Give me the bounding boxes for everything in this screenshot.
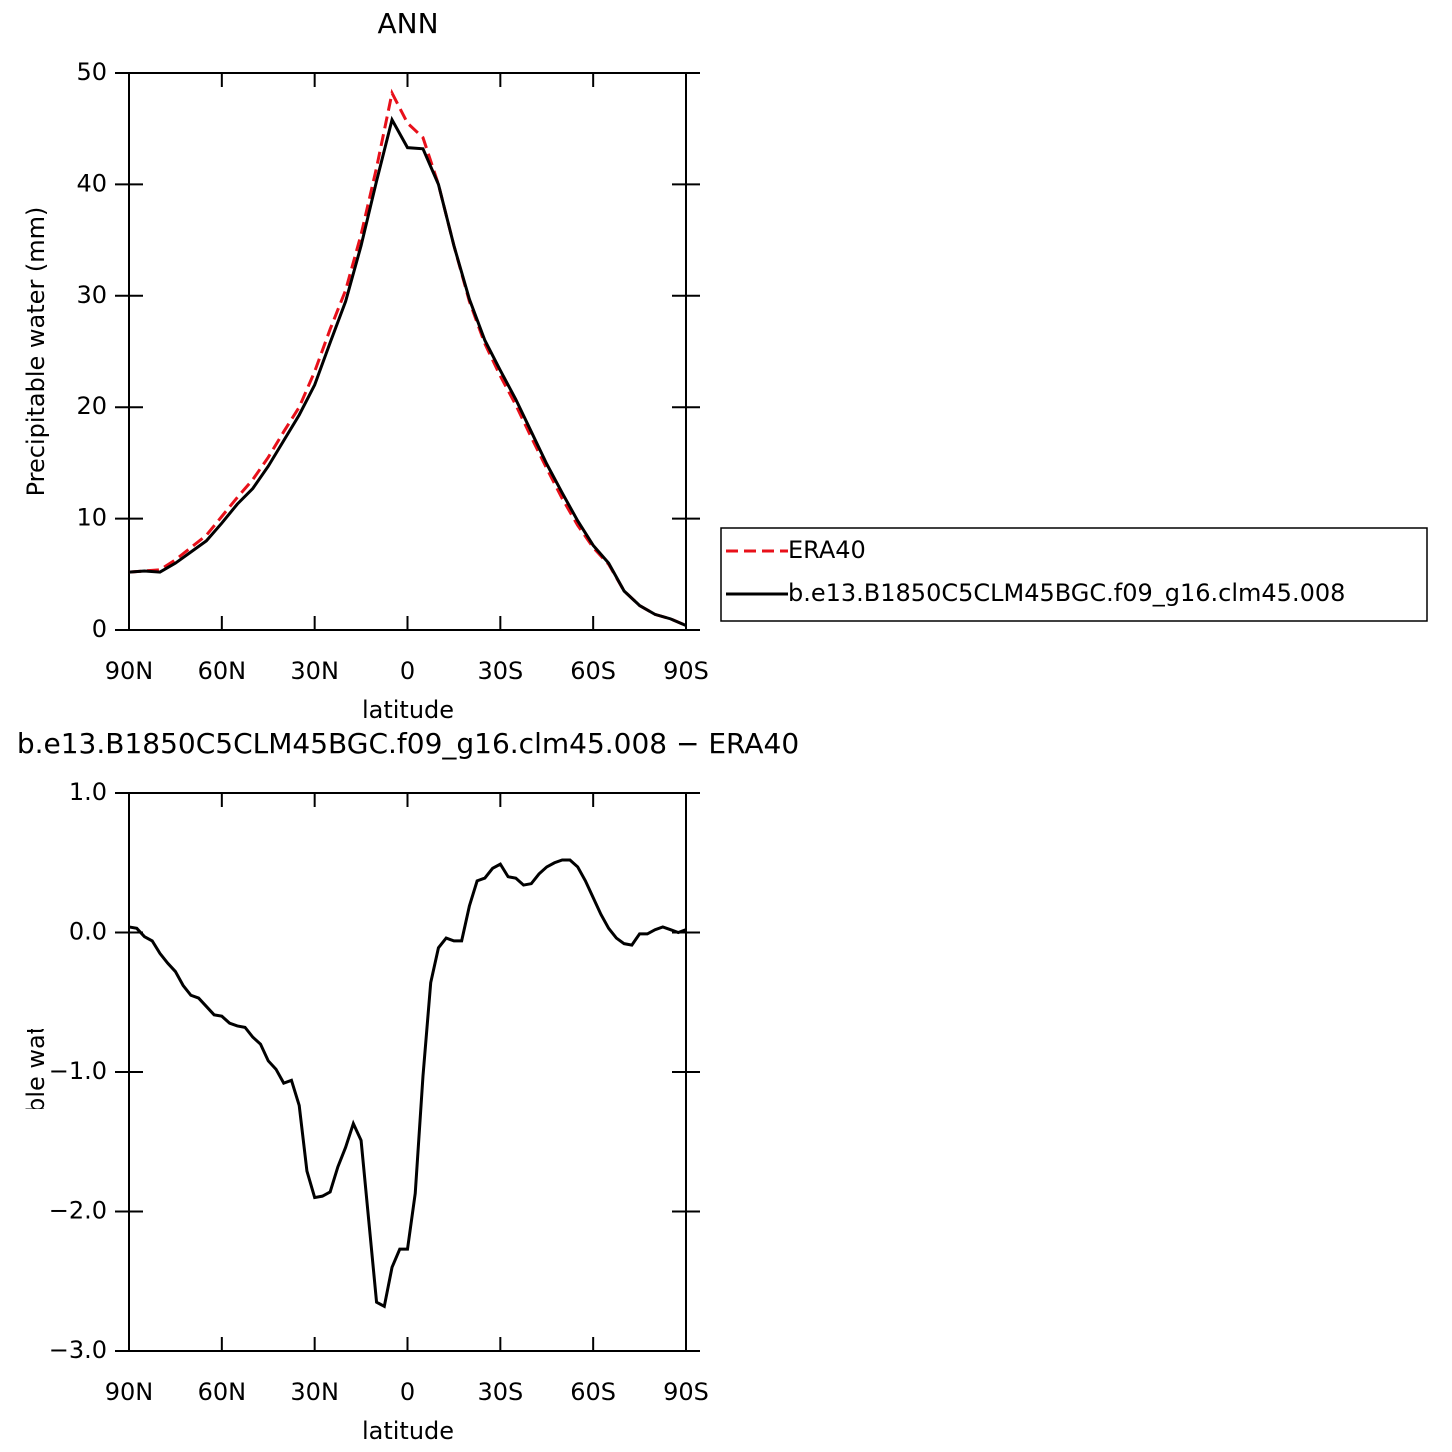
x-tick-label: 60N — [198, 1378, 247, 1406]
x-tick-label: 30N — [290, 657, 339, 685]
x-tick-label: 30S — [477, 1378, 523, 1406]
x-axis-label: latitude — [362, 696, 454, 724]
y-axis-label: Precipitable water (mm) — [22, 927, 50, 1217]
chart-title: ANN — [377, 7, 438, 40]
x-tick-label: 30S — [477, 657, 523, 685]
x-tick-label: 0 — [400, 1378, 415, 1406]
y-tick-label: −1.0 — [49, 1057, 107, 1085]
x-tick-label: 60S — [570, 1378, 616, 1406]
x-tick-label: 90N — [105, 1378, 154, 1406]
data-line — [128, 115, 687, 627]
x-tick-label: 60N — [198, 657, 247, 685]
y-tick-label: 1.0 — [69, 778, 107, 806]
data-line — [128, 88, 687, 627]
data-line — [128, 858, 687, 1309]
y-tick-label: 50 — [76, 58, 107, 86]
plot-frame — [128, 792, 687, 1352]
y-tick-label: 40 — [76, 169, 107, 197]
legend-label: b.e13.B1850C5CLM45BGC.f09_g16.clm45.008 — [788, 579, 1345, 607]
legend-label: ERA40 — [788, 536, 866, 564]
y-tick-label: −2.0 — [49, 1197, 107, 1225]
y-tick-label: 0 — [92, 615, 107, 643]
x-tick-label: 60S — [570, 657, 616, 685]
y-tick-label: 30 — [76, 281, 107, 309]
y-axis-label: Precipitable water (mm) — [22, 207, 50, 497]
x-tick-label: 30N — [290, 1378, 339, 1406]
x-axis-label: latitude — [362, 1417, 454, 1445]
x-tick-label: 90S — [663, 1378, 709, 1406]
y-tick-label: 20 — [76, 392, 107, 420]
chart-title: b.e13.B1850C5CLM45BGC.f09_g16.clm45.008 … — [17, 727, 799, 760]
legend-box — [720, 527, 1428, 622]
x-tick-label: 0 — [400, 657, 415, 685]
y-tick-label: 0.0 — [69, 918, 107, 946]
plot-frame — [128, 72, 687, 631]
y-tick-label: −3.0 — [49, 1336, 107, 1364]
y-tick-label: 10 — [76, 504, 107, 532]
x-tick-label: 90N — [105, 657, 154, 685]
x-tick-label: 90S — [663, 657, 709, 685]
